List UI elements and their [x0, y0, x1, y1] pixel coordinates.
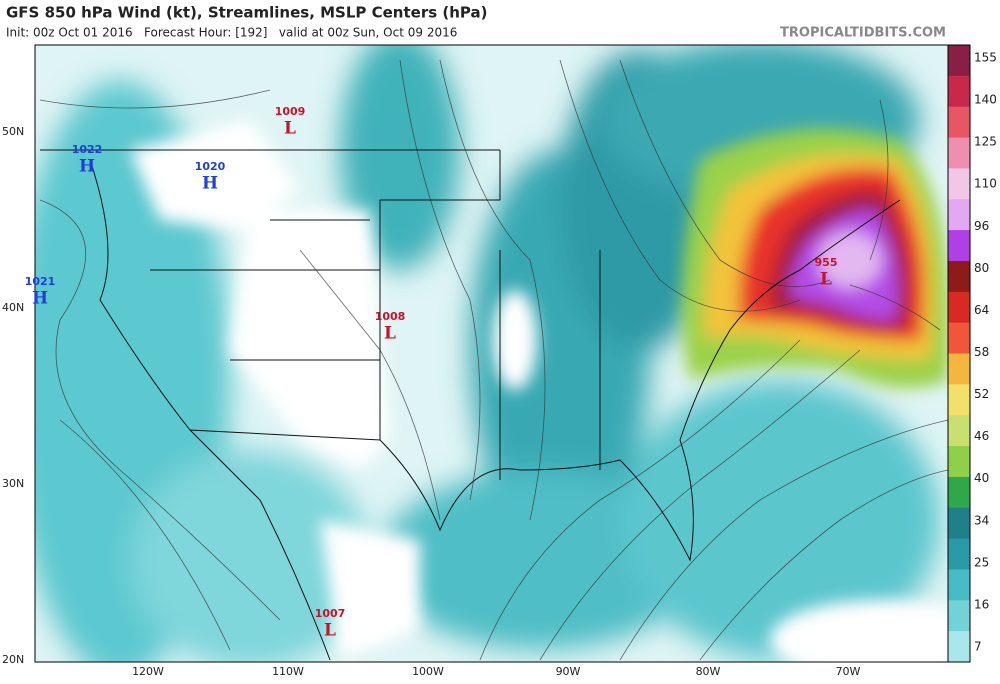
longitude-label: 70W	[836, 665, 861, 678]
pressure-value: 1021	[25, 275, 56, 288]
colorbar-segment	[948, 600, 970, 632]
colorbar-label: 64	[974, 303, 989, 317]
colorbar-segment	[948, 507, 970, 540]
colorbar-segment	[948, 137, 970, 169]
longitude-label: 100W	[412, 665, 444, 678]
pressure-center: L	[324, 621, 336, 641]
colorbar-segment	[948, 106, 970, 139]
colorbar-label: 25	[974, 555, 989, 569]
colorbar-label: 140	[974, 93, 997, 107]
longitude-label: 80W	[696, 665, 721, 678]
title: GFS 850 hPa Wind (kt), Streamlines, MSLP…	[6, 4, 487, 22]
colorbar-segment	[948, 415, 970, 447]
pressure-center: L	[820, 270, 832, 290]
colorbar-label: 40	[974, 471, 989, 485]
colorbar-segment	[948, 384, 970, 416]
colorbar-segment	[948, 353, 970, 385]
colorbar-label: 16	[974, 597, 989, 611]
latitude-label: 30N	[2, 477, 24, 490]
latitude-label: 40N	[2, 301, 24, 314]
colorbar-segment	[948, 168, 970, 200]
pressure-value: 1007	[315, 607, 346, 620]
colorbar-label: 110	[974, 177, 997, 191]
colorbar-label: 58	[974, 345, 989, 359]
map	[35, 45, 948, 662]
pressure-center: H	[79, 157, 95, 177]
colorbar-segment	[948, 45, 970, 77]
colorbar-label: 80	[974, 261, 989, 275]
colorbar-label: 96	[974, 219, 989, 233]
colorbar-segment	[948, 230, 970, 262]
pressure-center: L	[384, 324, 396, 344]
colorbar-segment	[948, 260, 970, 293]
pressure-value: 1020	[195, 160, 226, 173]
colorbar-label: 155	[974, 51, 997, 65]
pressure-value: 1009	[275, 105, 306, 118]
latitude-label: 20N	[2, 653, 24, 666]
pressure-center: H	[32, 289, 48, 309]
pressure-center: L	[284, 119, 296, 139]
colorbar-label: 125	[974, 135, 997, 149]
source: TROPICALTIDBITS.COM	[780, 26, 946, 41]
colorbar-segment	[948, 538, 970, 570]
pressure-value: 1008	[375, 310, 406, 323]
colorbar-segment	[948, 446, 970, 478]
longitude-label: 120W	[132, 665, 164, 678]
colorbar-label: 34	[974, 513, 989, 527]
colorbar-label: 7	[974, 640, 982, 654]
colorbar-segment	[948, 476, 970, 509]
latitude-label: 50N	[2, 125, 24, 138]
longitude-label: 110W	[272, 665, 304, 678]
colorbar-segment	[948, 199, 970, 231]
pressure-center: H	[202, 174, 218, 194]
colorbar-segment	[948, 322, 970, 354]
colorbar-segment	[948, 291, 970, 324]
colorbar: 155 140 125 110 96 80 64 58 52 46 40 34 25 16 7	[947, 44, 997, 663]
pressure-value: 955	[815, 256, 838, 269]
colorbar-frame	[947, 44, 971, 663]
pressure-value: 1022	[72, 143, 103, 156]
subtitle: Init: 00z Oct 01 2016 Forecast Hour: [19…	[6, 26, 457, 40]
colorbar-label: 46	[974, 429, 989, 443]
colorbar-segment	[948, 569, 970, 601]
colorbar-segment	[948, 75, 970, 108]
colorbar-segment	[948, 631, 970, 663]
longitude-label: 90W	[556, 665, 581, 678]
colorbar-label: 52	[974, 387, 989, 401]
